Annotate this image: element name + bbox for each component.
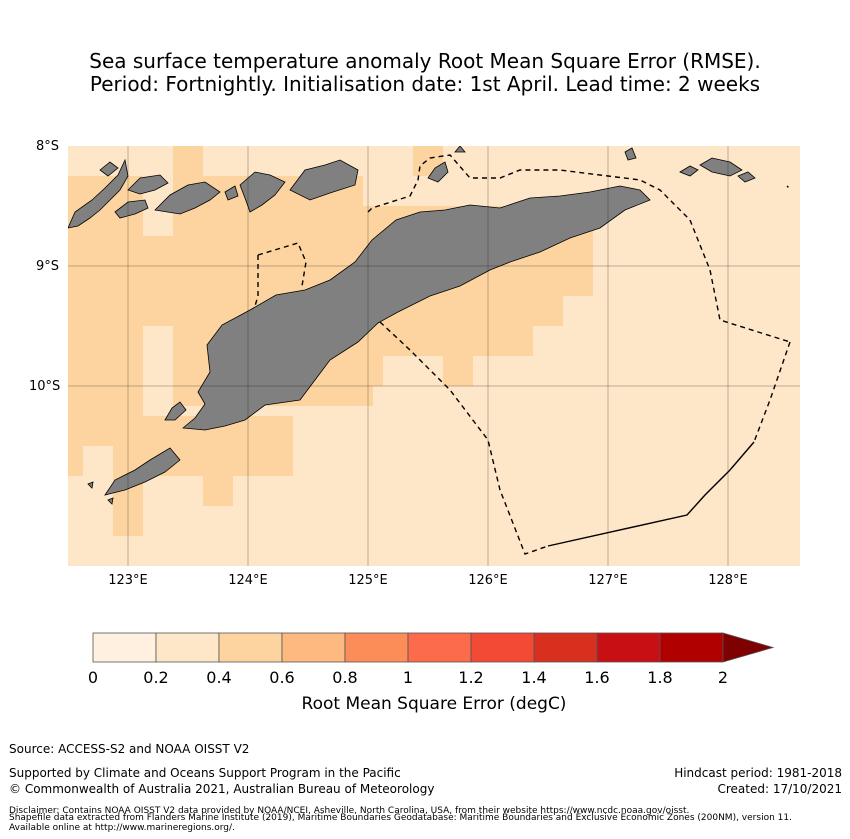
timor-leste-eez-north <box>367 154 791 343</box>
colorbar-label: Root Mean Square Error (degC) <box>301 694 567 714</box>
colorbar-segment <box>533 632 598 663</box>
timor-leste-eez-south-dashed <box>379 321 791 555</box>
moa-island <box>699 157 743 177</box>
flores-east-island <box>154 181 221 215</box>
kisar-island <box>454 146 466 153</box>
colorbar-segment <box>659 632 724 663</box>
lat-label-9s: 9°S <box>36 259 60 274</box>
colorbar-tick: 1.8 <box>647 668 673 687</box>
dai-island <box>624 147 637 161</box>
small-boundary-east <box>786 185 790 189</box>
flores-island <box>68 158 129 229</box>
hindcast-text: Hindcast period: 1981-2018 <box>674 766 842 780</box>
romang-island <box>427 161 449 183</box>
timor-island <box>182 185 651 431</box>
lon-label-127e: 127°E <box>588 573 628 588</box>
colorbar-segment <box>344 632 409 663</box>
lakor-island <box>737 171 756 183</box>
colorbar-tick: 0.2 <box>143 668 169 687</box>
support-text: Supported by Climate and Oceans Support … <box>9 766 401 780</box>
lon-label-128e: 128°E <box>708 573 748 588</box>
colorbar <box>92 632 775 663</box>
rote-island <box>104 447 181 496</box>
colorbar-tick: 2 <box>717 668 729 687</box>
small-island-north <box>99 161 119 177</box>
colorbar-segment <box>281 632 346 663</box>
oecusse-boundary <box>254 242 307 307</box>
ndao-island <box>87 481 94 489</box>
eez-boundaries <box>254 154 791 555</box>
colorbar-segment <box>218 632 283 663</box>
colorbar-tick: 0.8 <box>332 668 358 687</box>
colorbar-segment <box>155 632 220 663</box>
colorbar-segment <box>92 632 157 663</box>
colorbar-tick: 0.6 <box>269 668 295 687</box>
colorbar-tick: 1.6 <box>584 668 610 687</box>
colorbar-segment <box>470 632 535 663</box>
copyright-text: © Commonwealth of Australia 2021, Austra… <box>9 782 435 796</box>
lon-label-123e: 123°E <box>108 573 148 588</box>
title-line-1: Sea surface temperature anomaly Root Mea… <box>89 49 761 73</box>
title-line-2: Period: Fortnightly. Initialisation date… <box>89 72 761 96</box>
semau-island <box>164 401 187 421</box>
land-masses <box>68 146 756 505</box>
solor-island <box>127 174 169 195</box>
colorbar-tick: 0.4 <box>206 668 232 687</box>
pantar-island <box>224 185 239 201</box>
lat-label-10s: 10°S <box>29 379 61 394</box>
lat-label-8s: 8°S <box>36 139 60 154</box>
source-text: Source: ACCESS-S2 and NOAA OISST V2 <box>9 742 250 756</box>
disclaimer-line-2: Shapefile data extracted from Flanders M… <box>9 813 792 823</box>
dana-island <box>107 497 114 505</box>
colorbar-extend-arrow <box>722 632 775 663</box>
adonara-island <box>114 199 149 219</box>
colorbar-tick: 1.2 <box>458 668 484 687</box>
colorbar-tick: 1.4 <box>521 668 547 687</box>
lon-label-124e: 124°E <box>228 573 268 588</box>
colorbar-segment <box>596 632 661 663</box>
wetar-island <box>289 159 359 201</box>
lon-label-125e: 125°E <box>348 573 388 588</box>
map-gridlines <box>68 146 800 566</box>
created-text: Created: 17/10/2021 <box>717 782 842 796</box>
chart-title: Sea surface temperature anomaly Root Mea… <box>0 50 850 96</box>
disclaimer-line-1: Disclaimer: Contains NOAA OISST V2 data … <box>9 806 690 816</box>
colorbar-tick: 0 <box>87 668 99 687</box>
colorbar-tick: 1 <box>402 668 414 687</box>
colorbar-segment <box>407 632 472 663</box>
alor-island <box>239 171 286 213</box>
lon-label-126e: 126°E <box>468 573 508 588</box>
map-area <box>68 146 800 566</box>
leti-island <box>679 165 699 177</box>
disclaimer-line-3: Available online at http://www.marinereg… <box>9 823 235 833</box>
timor-leste-eez-south-solid <box>547 441 755 547</box>
